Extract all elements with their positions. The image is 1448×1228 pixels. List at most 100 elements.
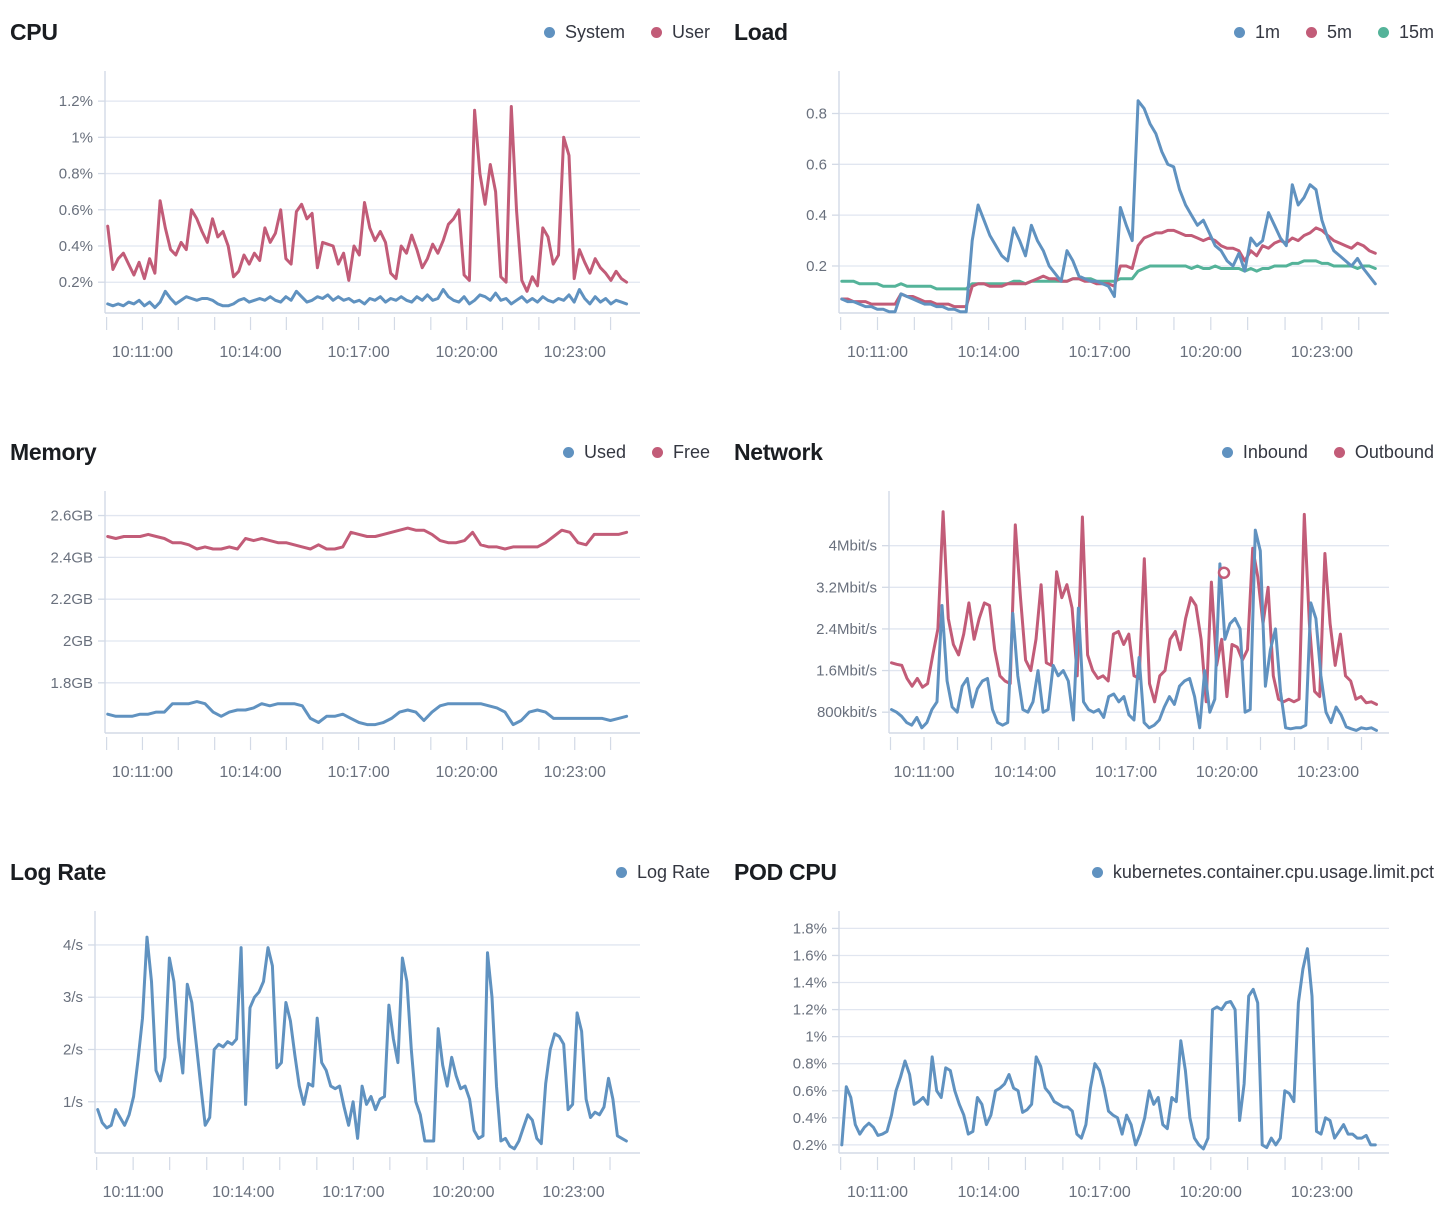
- memory-chart-canvas[interactable]: 1.8GB 2GB 2.2GB 2.4GB 2.6GB 10:11:00 10:14:00 1…: [10, 478, 710, 786]
- svg-text:3.2Mbit/s: 3.2Mbit/s: [816, 579, 877, 596]
- svg-text:10:23:00: 10:23:00: [544, 344, 606, 361]
- podcpu-chart-canvas[interactable]: 0.2% 0.4% 0.6% 0.8% 1% 1.2% 1.4% 1.6% 1.8% 10:11:…: [734, 898, 1434, 1206]
- chart-panel-cpu: CPU System User 0.2% 0.4% 0.6% 0.8% 1% 1.2% 10:…: [0, 0, 724, 420]
- svg-text:10:14:00: 10:14:00: [212, 1184, 274, 1201]
- chart-title-cpu: CPU: [10, 18, 58, 45]
- svg-text:0.4: 0.4: [806, 207, 827, 224]
- svg-text:10:17:00: 10:17:00: [1069, 344, 1131, 361]
- chart-panel-lograte: Log Rate Log Rate 1/s 2/s 3/s 4/s 10:11:00 10…: [0, 840, 724, 1228]
- series-line-outbound: [890, 510, 1378, 706]
- legend-label: 5m: [1326, 21, 1352, 42]
- svg-text:10:11:00: 10:11:00: [847, 344, 908, 361]
- svg-text:10:14:00: 10:14:00: [994, 764, 1056, 781]
- legend-item-kubernetes-container-cpu-usage-limit-pct[interactable]: kubernetes.container.cpu.usage.limit.pct: [1091, 861, 1434, 883]
- legend-item-outbound[interactable]: Outbound: [1333, 441, 1434, 463]
- chart-legend-network: Inbound Outbound: [1221, 441, 1434, 463]
- legend-item-1m[interactable]: 1m: [1233, 21, 1280, 43]
- svg-text:2.2GB: 2.2GB: [50, 591, 93, 608]
- chart-legend-podcpu: kubernetes.container.cpu.usage.limit.pct: [1091, 861, 1434, 883]
- legend-item-15m[interactable]: 15m: [1377, 22, 1434, 43]
- svg-text:10:20:00: 10:20:00: [436, 344, 498, 361]
- series-line-free: [106, 526, 629, 551]
- load-chart-canvas[interactable]: 0.2 0.4 0.6 0.8 10:11:00 10:14:00 10:17:00 10:2…: [734, 58, 1434, 366]
- svg-text:1.2%: 1.2%: [793, 1002, 827, 1019]
- chart-header: Network Inbound Outbound: [734, 434, 1434, 470]
- legend-item-5m[interactable]: 5m: [1305, 21, 1352, 43]
- svg-text:0.8: 0.8: [806, 105, 827, 122]
- svg-text:2GB: 2GB: [63, 633, 93, 650]
- svg-text:1.4%: 1.4%: [793, 975, 827, 992]
- series-line-5m: [840, 226, 1377, 309]
- svg-text:1/s: 1/s: [63, 1094, 83, 1111]
- chart-legend-lograte: Log Rate: [615, 862, 710, 883]
- svg-text:1%: 1%: [71, 129, 93, 146]
- chart-legend-memory: Used Free: [562, 441, 710, 463]
- svg-text:10:14:00: 10:14:00: [219, 344, 281, 361]
- svg-text:10:20:00: 10:20:00: [436, 764, 498, 781]
- legend-item-log-rate[interactable]: Log Rate: [615, 862, 710, 883]
- legend-dot-icon: [615, 866, 627, 878]
- legend-dot-icon: [650, 26, 662, 38]
- legend-dot-icon: [1333, 446, 1345, 458]
- svg-text:10:23:00: 10:23:00: [542, 1184, 604, 1201]
- svg-text:10:14:00: 10:14:00: [957, 1184, 1019, 1201]
- svg-text:10:17:00: 10:17:00: [1069, 1184, 1131, 1201]
- chart-title-load: Load: [734, 18, 788, 45]
- svg-text:10:23:00: 10:23:00: [1291, 1184, 1353, 1201]
- svg-text:10:23:00: 10:23:00: [1291, 344, 1353, 361]
- cpu-chart-canvas[interactable]: 0.2% 0.4% 0.6% 0.8% 1% 1.2% 10:11:00 10:14:00 10…: [10, 58, 710, 366]
- legend-item-system[interactable]: System: [543, 22, 625, 43]
- chart-panel-load: Load 1m 5m 15m 0.2 0.4 0.6 0.8 10:11:00 10:14:0…: [724, 0, 1448, 420]
- legend-item-user[interactable]: User: [650, 21, 710, 43]
- svg-text:1.2%: 1.2%: [59, 93, 93, 110]
- series-line-kubernetes-container-cpu-usage-limit-pct: [840, 947, 1377, 1151]
- legend-dot-icon: [651, 446, 663, 458]
- chart-panel-podcpu: POD CPU kubernetes.container.cpu.usage.l…: [724, 840, 1448, 1228]
- svg-text:2.4GB: 2.4GB: [50, 549, 93, 566]
- svg-text:10:11:00: 10:11:00: [847, 1184, 908, 1201]
- legend-label: Outbound: [1354, 441, 1434, 462]
- legend-label: Used: [583, 441, 626, 462]
- series-line-system: [106, 288, 629, 310]
- svg-text:1%: 1%: [805, 1029, 827, 1046]
- legend-label: 1m: [1254, 21, 1280, 42]
- svg-text:3/s: 3/s: [63, 989, 83, 1006]
- svg-text:10:20:00: 10:20:00: [1196, 764, 1258, 781]
- legend-dot-icon: [1377, 26, 1389, 38]
- legend-label: Free: [672, 441, 710, 462]
- legend-item-used[interactable]: Used: [562, 441, 626, 463]
- svg-text:10:17:00: 10:17:00: [322, 1184, 384, 1201]
- lograte-chart-canvas[interactable]: 1/s 2/s 3/s 4/s 10:11:00 10:14:00 10:17:00 10:2…: [10, 898, 710, 1206]
- svg-text:10:20:00: 10:20:00: [432, 1184, 494, 1201]
- svg-text:1.8GB: 1.8GB: [50, 675, 93, 692]
- svg-text:2.6GB: 2.6GB: [50, 508, 93, 525]
- svg-text:0.4%: 0.4%: [59, 238, 93, 255]
- series-line-log-rate: [96, 935, 628, 1151]
- svg-text:10:17:00: 10:17:00: [327, 764, 389, 781]
- svg-text:2/s: 2/s: [63, 1042, 83, 1059]
- legend-item-inbound[interactable]: Inbound: [1221, 442, 1308, 463]
- svg-text:0.6: 0.6: [806, 156, 827, 173]
- svg-text:4Mbit/s: 4Mbit/s: [829, 538, 877, 555]
- legend-label: kubernetes.container.cpu.usage.limit.pct: [1112, 861, 1434, 882]
- svg-text:800kbit/s: 800kbit/s: [817, 704, 877, 721]
- legend-dot-icon: [1221, 446, 1233, 458]
- svg-text:10:14:00: 10:14:00: [219, 764, 281, 781]
- chart-panel-network: Network Inbound Outbound 800kbit/s 1.6Mbit…: [724, 420, 1448, 840]
- svg-text:4/s: 4/s: [63, 937, 83, 954]
- legend-dot-icon: [543, 26, 555, 38]
- svg-text:10:20:00: 10:20:00: [1180, 344, 1242, 361]
- svg-text:0.2: 0.2: [806, 258, 827, 275]
- legend-dot-icon: [1091, 866, 1103, 878]
- legend-label: User: [671, 21, 710, 42]
- network-chart-canvas[interactable]: 800kbit/s 1.6Mbit/s 2.4Mbit/s 3.2Mbit/s 4Mbi…: [734, 478, 1434, 786]
- svg-text:10:17:00: 10:17:00: [327, 344, 389, 361]
- series-line-inbound: [890, 528, 1378, 732]
- svg-text:10:20:00: 10:20:00: [1180, 1184, 1242, 1201]
- svg-text:10:11:00: 10:11:00: [112, 344, 173, 361]
- svg-text:0.2%: 0.2%: [793, 1137, 827, 1154]
- legend-item-free[interactable]: Free: [651, 441, 710, 463]
- svg-text:1.8%: 1.8%: [793, 920, 827, 937]
- isolated-point-marker: [1217, 566, 1231, 579]
